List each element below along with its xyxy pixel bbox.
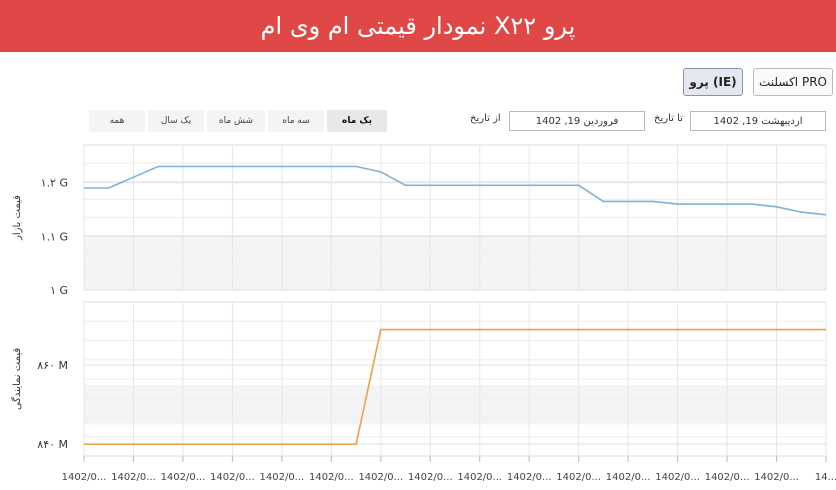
x-tick-label: 1402/0... [62,472,107,483]
market-y-tick-label: ۱.۲ G [41,177,68,190]
dealer-y-tick-label: ۸۴۰ M [37,438,68,451]
page-header: نمودار قیمتی ام وی ام X۲۲ پرو [0,0,836,52]
market-y-tick-label: ۱.۱ G [41,230,68,243]
from-date-label: از تاریخ [470,113,501,124]
period-all[interactable]: همه [89,110,145,132]
period-three-months[interactable]: سه ماه [268,110,324,132]
page-title: نمودار قیمتی ام وی ام X۲۲ پرو [260,12,576,40]
period-one-month[interactable]: یک ماه [327,110,387,132]
x-tick-label: 1402/0... [358,472,403,483]
market-y-axis-label: قیمت بازار [12,195,23,241]
x-tick-label: 1402/0... [260,472,305,483]
period-six-months[interactable]: شش ماه [207,110,265,132]
dealer-y-axis-label: قیمت نمایندگی [11,348,23,411]
dealer-y-tick-label: ۸۶۰ M [37,359,68,372]
to-date-label: تا تاریخ [654,113,683,124]
x-tick-label: 1402/0... [111,472,156,483]
x-tick-label: 1402/0... [655,472,700,483]
trim-button-excellent-pro[interactable]: اکسلنت PRO [753,68,833,96]
market-band [84,236,826,290]
x-tick-label: 1402/0... [457,472,502,483]
to-date-field[interactable]: اردیبهشت 19, 1402 [690,111,826,131]
x-tick-label: 1402/0... [309,472,354,483]
dealer-band [84,384,826,425]
x-tick-label: 1402/0... [161,472,206,483]
dealer-price-line [84,328,826,446]
market-price-line [84,165,827,216]
x-tick-label: 1402/0... [705,472,750,483]
x-tick-label: 1402/0... [556,472,601,483]
x-tick-label: 14... [815,472,836,483]
x-tick-label: 1402/0... [754,472,799,483]
x-tick-label: 1402/0... [606,472,651,483]
x-tick-label: 1402/0... [210,472,255,483]
x-tick-label: 1402/0... [507,472,552,483]
period-one-year[interactable]: یک سال [148,110,204,132]
market-y-tick-label: ۱ G [50,284,68,297]
from-date-field[interactable]: فروردین 19, 1402 [509,111,645,131]
x-tick-label: 1402/0... [408,472,453,483]
trim-button-pro-ie[interactable]: پرو (IE) [683,68,743,96]
